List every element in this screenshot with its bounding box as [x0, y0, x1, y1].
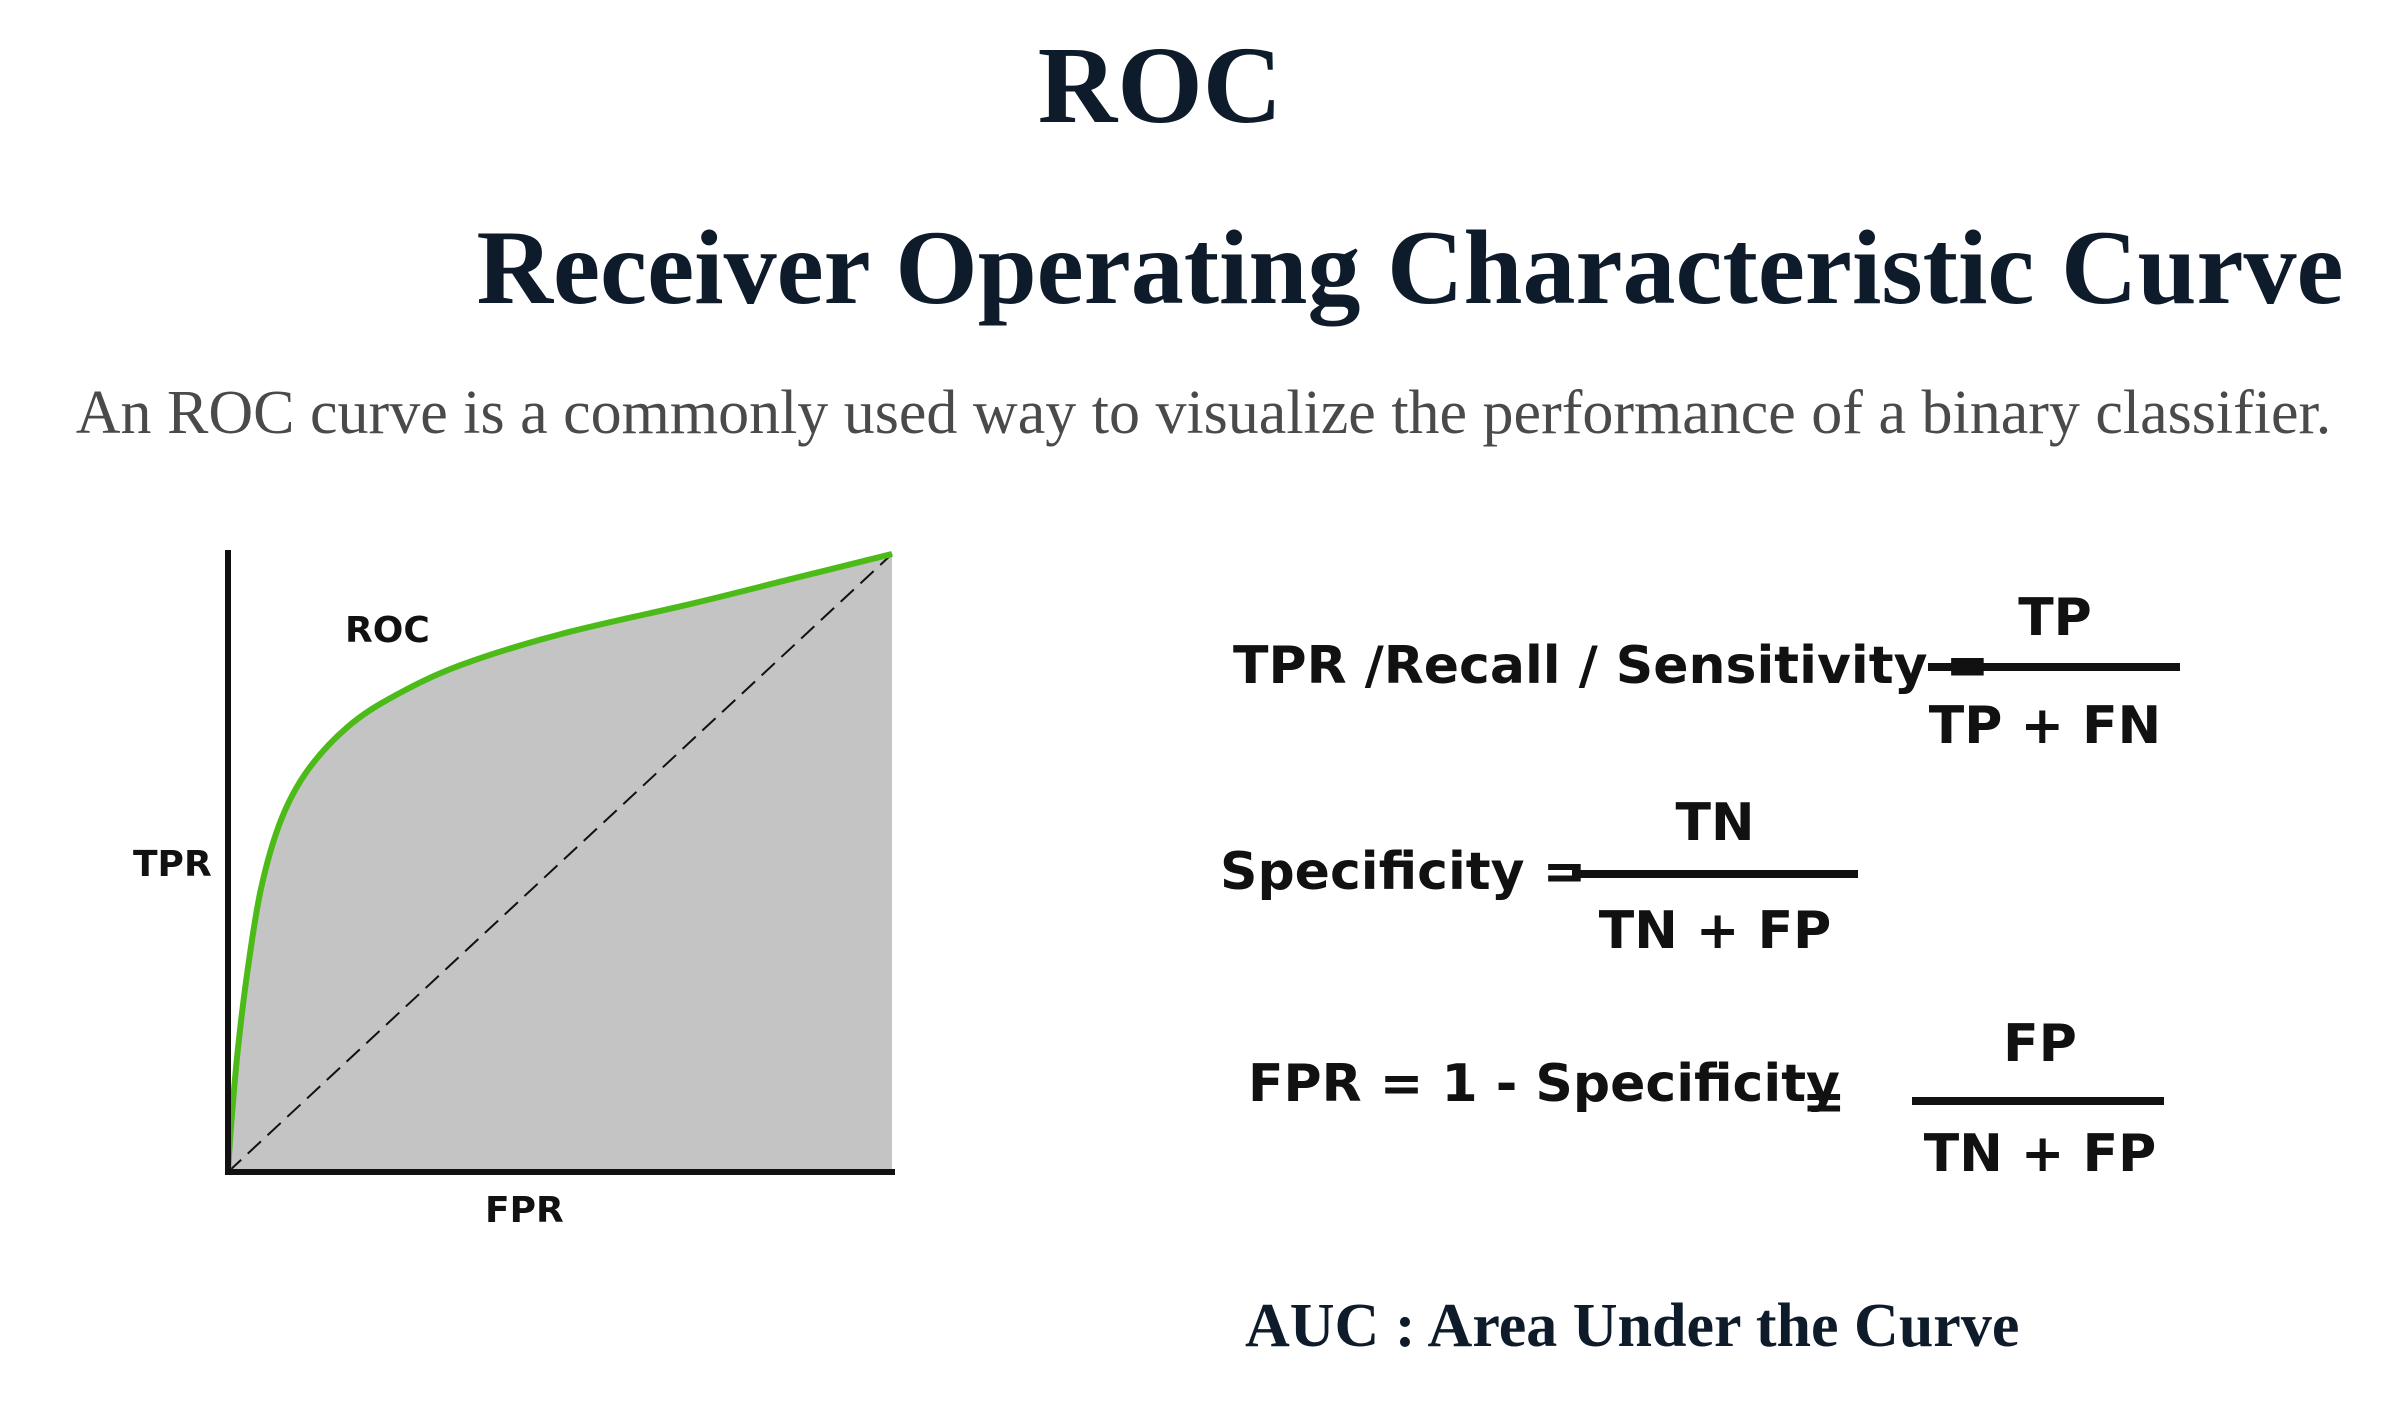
y-axis-label: TPR [133, 844, 212, 885]
formula-fpr-equals: = [1802, 1072, 1846, 1132]
formula-fpr-lhs: FPR = 1 - Specificity [1248, 1054, 1840, 1114]
formula-fpr-denominator: TN + FP [1923, 1124, 2157, 1184]
page-title: ROC [1037, 24, 1283, 146]
formula-specificity-lhs: Specificity = [1220, 842, 1587, 902]
formula-specificity-denominator: TN + FP [1598, 901, 1832, 961]
roc-curve [225, 551, 893, 1173]
formula-tpr-denominator: TP + FN [1928, 696, 2162, 756]
formula-tpr-lhs: TPR /Recall / Sensitivity = [1233, 636, 1990, 696]
formula-specificity-fraction-bar [1572, 870, 1858, 878]
formula-specificity-numerator: TN [1675, 793, 1755, 853]
page-heading: Receiver Operating Characteristic Curve [476, 209, 2344, 326]
description-text: An ROC curve is a commonly used way to v… [75, 379, 2332, 447]
formula-tpr-fraction-bar [1928, 663, 2180, 671]
formula-fpr-fraction-bar [1912, 1097, 2164, 1105]
diagonal-reference-line [227, 553, 893, 1173]
formula-tpr-numerator: TP [2018, 588, 2092, 648]
x-axis-label: FPR [485, 1190, 564, 1231]
formula-fpr-numerator: FP [2003, 1014, 2077, 1074]
auc-definition: AUC : Area Under the Curve [1245, 1292, 2020, 1360]
curve-label: ROC [345, 610, 430, 651]
